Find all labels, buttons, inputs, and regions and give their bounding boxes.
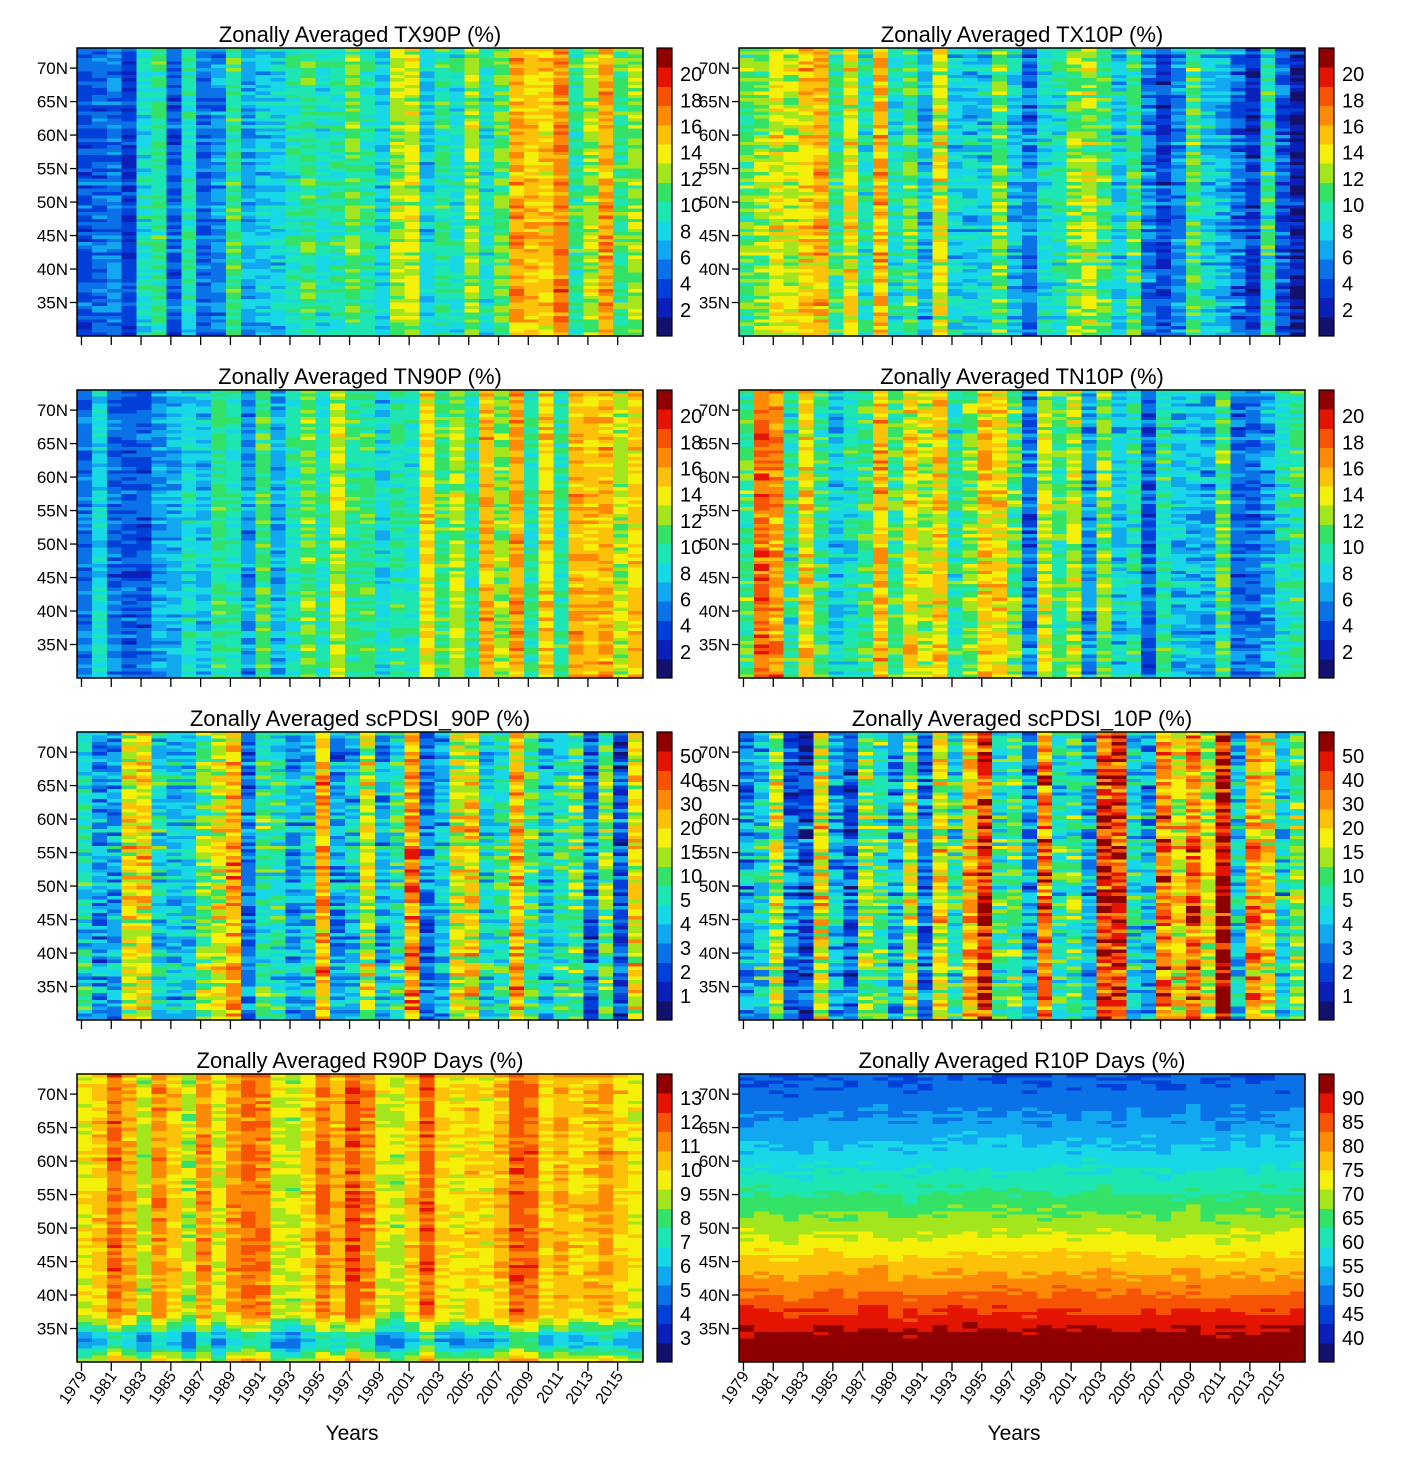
panel-title: Zonally Averaged TX90P (%)	[219, 22, 502, 47]
colorbar-swatch	[657, 125, 672, 145]
colorbar-label: 8	[680, 221, 691, 243]
heatmap-cells	[739, 48, 1306, 337]
colorbar-swatch	[657, 317, 672, 337]
y-tick-label: 70N	[37, 59, 68, 78]
colorbar-swatch	[657, 182, 672, 202]
colorbar-swatch	[657, 259, 672, 279]
colorbar-label: 6	[680, 247, 691, 269]
colorbar	[657, 48, 672, 337]
colorbar-swatch	[657, 278, 672, 298]
panel-1: Zonally Averaged TX90P (%) 70N 65N 60N 55N 50…	[37, 22, 702, 345]
colorbar-swatch	[657, 240, 672, 260]
y-tick-label: 45N	[37, 227, 68, 246]
heatmap-cells	[77, 48, 644, 337]
panel-2: Zonally Averaged TX10P (%)70N65N60N55N50…	[699, 22, 1364, 345]
y-tick-label: 35N	[37, 294, 68, 313]
colorbar-swatch	[657, 86, 672, 106]
colorbar-swatch	[657, 106, 672, 126]
colorbar-label: 4	[680, 274, 691, 296]
colorbar-label: 2	[680, 300, 691, 322]
colorbar-swatch	[657, 48, 672, 68]
y-tick-label: 55N	[37, 160, 68, 179]
y-tick-label: 40N	[37, 260, 68, 279]
y-tick-label: 60N	[37, 126, 68, 145]
y-tick-label: 50N	[37, 193, 68, 212]
colorbar-swatch	[657, 67, 672, 87]
colorbar-swatch	[657, 221, 672, 241]
panel-title: Zonally Averaged TX10P (%)	[881, 22, 1164, 47]
y-tick-label: 65N	[37, 93, 68, 112]
colorbar-swatch	[657, 144, 672, 164]
colorbar-swatch	[657, 163, 672, 183]
colorbar-swatch	[657, 202, 672, 222]
colorbar-swatch	[657, 298, 672, 318]
